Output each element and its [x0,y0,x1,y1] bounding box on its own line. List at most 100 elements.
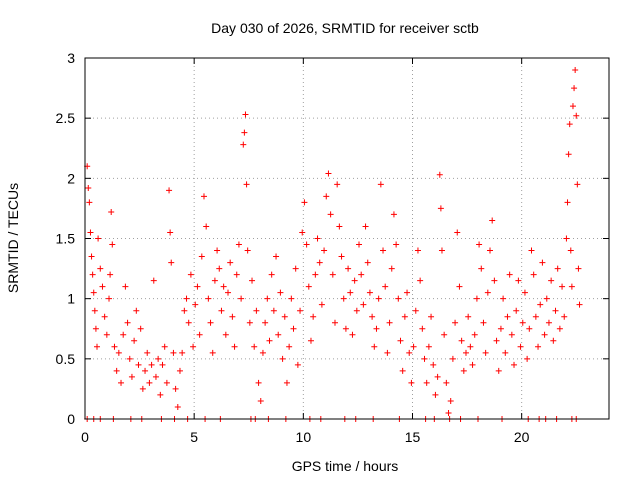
data-point [198,253,205,260]
data-point [506,271,513,278]
data-point [432,391,439,398]
data-point [97,265,104,272]
data-point [266,337,273,344]
data-point [95,235,102,242]
x-axis-title: GPS time / hours [292,458,399,474]
data-point [222,331,229,338]
data-point [290,325,297,332]
data-point [264,295,271,302]
data-point [449,355,456,362]
data-point [142,367,149,374]
data-point [170,349,177,356]
data-point [395,295,402,302]
data-point [556,325,563,332]
data-point [563,235,570,242]
data-point [401,313,408,320]
data-point [356,241,363,248]
data-point [487,247,494,254]
data-point [87,229,94,236]
data-point [462,349,469,356]
data-point [200,193,207,200]
data-point [371,343,378,350]
data-point [159,361,166,368]
data-point [528,247,535,254]
data-point [473,295,480,302]
data-point [436,171,443,178]
data-point [172,385,179,392]
axis-ticks: 0 0.5 1 1.5 2 2.5 3 0 5 10 15 20 [56,50,609,445]
data-point [437,205,444,212]
data-point [307,337,314,344]
data-point [566,121,573,128]
data-point [500,295,507,302]
data-point [452,319,459,326]
data-point [567,247,574,254]
data-point [575,265,582,272]
data-point [90,289,97,296]
data-point [465,313,472,320]
data-point [386,319,393,326]
grid [85,58,609,419]
data-point [214,247,221,254]
data-point [438,247,445,254]
data-point [476,241,483,248]
data-point [530,271,537,278]
data-point [404,289,411,296]
data-point [329,271,336,278]
y-tick-label: 3 [67,50,75,66]
data-point [532,313,539,320]
data-point [497,325,504,332]
data-point [331,319,338,326]
data-point [412,307,419,314]
y-tick-label: 2 [67,170,75,186]
data-point [205,295,212,302]
data-point [183,295,190,302]
data-point [338,253,345,260]
data-point [286,343,293,350]
data-point [88,253,95,260]
data-point [390,211,397,218]
data-point [554,265,561,272]
data-point [318,301,325,308]
data-point [471,331,478,338]
data-point [377,181,384,188]
data-point [493,337,500,344]
data-point [157,391,164,398]
data-point [362,223,369,230]
data-point [283,379,290,386]
x-tick-label: 10 [296,429,312,445]
data-point [541,331,548,338]
data-point [108,209,115,216]
data-point [358,271,365,278]
data-point [118,379,125,386]
data-point [246,319,253,326]
data-point [399,367,406,374]
data-point [124,319,131,326]
data-point [137,325,144,332]
data-point [220,283,227,290]
data-point [565,151,572,158]
y-axis-title: SRMTID / TECUs [5,183,21,293]
data-point [511,361,518,368]
data-point [85,184,92,191]
data-point [384,349,391,356]
data-point [495,367,502,374]
data-point [484,289,491,296]
data-point [349,331,356,338]
data-point [99,283,106,290]
data-point [109,241,116,248]
data-point [155,355,162,362]
data-point [303,241,310,248]
data-point [576,301,583,308]
chart-title: Day 030 of 2026, SRMTID for receiver sct… [211,20,479,36]
data-point [146,379,153,386]
data-point [131,337,138,344]
data-point [299,229,306,236]
data-point [218,307,225,314]
data-point [176,367,183,374]
data-point [423,379,430,386]
data-point [168,259,175,266]
data-point [573,112,580,119]
data-point [430,361,437,368]
